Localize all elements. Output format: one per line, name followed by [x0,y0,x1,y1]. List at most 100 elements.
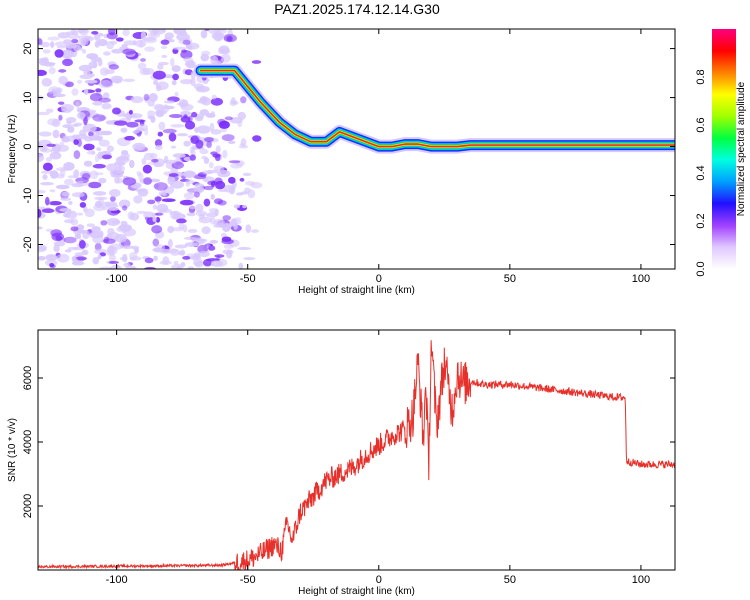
colorbar-tick-label: 0.0 [695,261,707,276]
noise-blob [60,49,74,59]
noise-blob [115,37,124,42]
noise-blob [55,184,70,190]
noise-blob [222,149,228,159]
noise-blob [160,208,172,213]
noise-blob [56,173,65,179]
noise-blob [158,121,166,131]
noise-blob [194,127,199,133]
noise-blob [130,96,144,104]
noise-blob [201,226,211,235]
noise-blob [112,78,122,84]
noise-blob [89,170,99,179]
noise-blob [184,60,194,68]
noise-blob [237,247,252,250]
noise-blob [91,226,101,233]
noise-blob [170,124,185,128]
noise-blob [176,133,189,137]
noise-blob [65,31,75,35]
noise-blob [98,97,111,103]
noise-blob [47,36,60,41]
noise-blob [105,203,119,208]
y-tick-label: 20 [22,42,34,54]
noise-blob [81,250,89,255]
noise-blob [40,182,54,186]
noise-blob [49,151,62,160]
snr-plot-area [38,340,675,570]
noise-blob [199,109,210,116]
snr-x-axis-label: Height of straight line (km) [298,586,415,597]
noise-blob [155,212,164,216]
noise-blob [221,134,235,142]
noise-blob [127,211,134,220]
noise-blob [106,145,115,152]
noise-blob [152,238,160,247]
noise-blob [89,231,103,239]
noise-blob [136,210,147,214]
noise-blob [137,62,147,70]
noise-blob [38,226,43,230]
x-tick-label: -100 [106,273,128,285]
noise-blob [210,129,222,135]
noise-blob [182,39,191,45]
noise-blob [238,262,244,269]
noise-blob [204,29,210,32]
noise-blob [153,183,160,189]
noise-blob [112,107,121,115]
noise-blob [40,41,51,48]
noise-blob [157,131,163,137]
noise-blob [214,208,219,216]
noise-blob [210,193,215,200]
noise-blob [217,118,226,126]
snr-panel: -100 -50 0 50 100 2000 4000 6000 Height of str… [7,329,676,597]
noise-blob [170,57,175,67]
noise-blob [53,241,66,247]
noise-blob [187,266,194,269]
noise-blob [180,111,192,116]
noise-blob [215,145,221,154]
noise-blob [78,64,93,72]
noise-blob [72,257,79,264]
y-tick-label: 10 [22,91,34,103]
noise-blob [142,164,152,174]
noise-blob [45,108,54,113]
noise-blob [202,170,212,175]
snr-y-axis-label: SNR (10 * v/v) [7,418,18,482]
noise-blob [83,116,88,126]
noise-blob [92,163,106,169]
noise-blob [122,113,137,118]
noise-blob [243,257,256,261]
noise-blob [183,236,197,240]
noise-blob [77,112,86,120]
noise-blob [109,189,121,197]
noise-blob [81,48,87,54]
noise-blob [98,177,107,184]
x-tick-label: -50 [240,574,256,586]
noise-blob [132,142,146,151]
noise-blob [79,240,86,249]
noise-blob [107,228,115,235]
noise-blob [192,186,205,193]
spectrogram-plot-area [38,29,675,269]
spectrogram-x-axis-label: Height of straight line (km) [298,285,415,296]
noise-blob [218,45,230,54]
noise-blob [126,121,139,128]
noise-blob [108,260,120,264]
noise-blob [94,196,108,201]
noise-blob [49,263,55,267]
noise-blob [177,250,185,256]
noise-blob [237,120,243,128]
noise-blob [63,162,75,171]
x-tick-label: 50 [504,574,516,586]
noise-blob [212,153,221,158]
noise-blob [71,134,80,140]
noise-blob [181,49,187,53]
noise-blob [41,78,53,87]
noise-blob [224,116,233,121]
noise-blob [167,225,175,234]
noise-blob [176,33,191,41]
noise-blob [89,93,103,102]
noise-blob [140,58,146,62]
noise-blob [144,46,156,52]
noise-blob [164,32,174,40]
